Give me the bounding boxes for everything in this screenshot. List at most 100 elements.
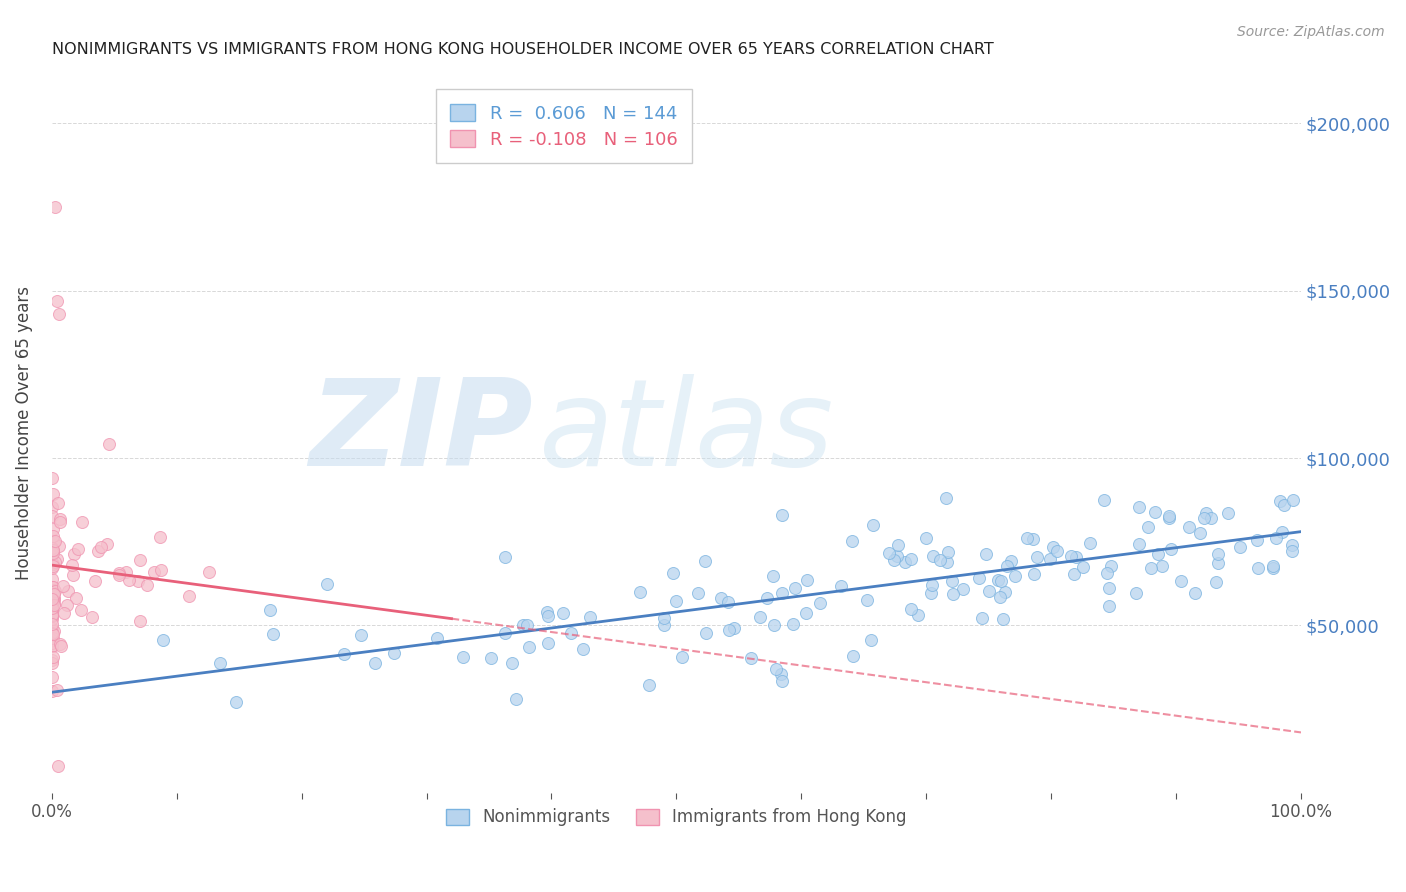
Point	[41, 588, 63, 602]
Point	[1206, 556, 1229, 570]
Point	[638, 678, 661, 692]
Point	[41, 595, 63, 609]
Point	[494, 550, 516, 565]
Point	[41, 572, 63, 586]
Point	[49, 512, 72, 526]
Point	[70, 515, 93, 529]
Point	[56, 584, 79, 599]
Point	[991, 611, 1014, 625]
Point	[551, 606, 574, 620]
Point	[1246, 533, 1268, 547]
Point	[1022, 567, 1045, 582]
Point	[693, 554, 716, 568]
Point	[41, 541, 63, 555]
Point	[41, 587, 63, 601]
Point	[936, 556, 959, 570]
Point	[41, 580, 63, 594]
Point	[501, 657, 523, 671]
Point	[783, 581, 806, 595]
Point	[1022, 532, 1045, 546]
Point	[1038, 552, 1060, 566]
Point	[900, 601, 922, 615]
Point	[364, 656, 387, 670]
Point	[1060, 549, 1083, 563]
Point	[42, 559, 65, 574]
Point	[537, 636, 560, 650]
Point	[921, 549, 943, 563]
Point	[49, 516, 72, 530]
Point	[118, 574, 141, 588]
Point	[41, 471, 63, 485]
Point	[1017, 531, 1039, 545]
Point	[1206, 548, 1229, 562]
Point	[45, 293, 67, 308]
Point	[44, 555, 66, 569]
Point	[87, 544, 110, 558]
Point	[41, 600, 63, 615]
Point	[1078, 536, 1101, 550]
Point	[1000, 554, 1022, 568]
Text: Source: ZipAtlas.com: Source: ZipAtlas.com	[1237, 25, 1385, 39]
Point	[179, 589, 201, 603]
Point	[451, 650, 474, 665]
Point	[41, 581, 63, 595]
Point	[42, 543, 65, 558]
Point	[654, 618, 676, 632]
Point	[41, 621, 63, 635]
Point	[208, 656, 231, 670]
Point	[990, 574, 1012, 588]
Point	[1264, 531, 1286, 545]
Point	[41, 636, 63, 650]
Point	[935, 491, 957, 505]
Point	[84, 574, 107, 589]
Point	[44, 584, 66, 599]
Point	[1097, 566, 1119, 581]
Point	[915, 531, 938, 545]
Point	[46, 552, 69, 566]
Point	[42, 626, 65, 640]
Point	[41, 670, 63, 684]
Point	[129, 552, 152, 566]
Point	[717, 595, 740, 609]
Point	[877, 546, 900, 560]
Point	[974, 548, 997, 562]
Point	[41, 612, 63, 626]
Point	[1192, 511, 1215, 525]
Point	[41, 508, 63, 523]
Point	[333, 647, 356, 661]
Point	[1128, 537, 1150, 551]
Point	[907, 608, 929, 623]
Point	[749, 609, 772, 624]
Point	[63, 548, 86, 562]
Point	[1170, 574, 1192, 589]
Point	[1144, 505, 1167, 519]
Point	[952, 582, 974, 596]
Point	[987, 573, 1010, 587]
Legend: Nonimmigrants, Immigrants from Hong Kong: Nonimmigrants, Immigrants from Hong Kong	[437, 800, 915, 835]
Point	[41, 529, 63, 543]
Point	[142, 565, 165, 579]
Point	[41, 607, 63, 622]
Point	[1092, 493, 1115, 508]
Point	[41, 640, 63, 654]
Point	[49, 640, 72, 654]
Point	[41, 609, 63, 624]
Point	[883, 553, 905, 567]
Point	[671, 650, 693, 665]
Point	[1177, 520, 1199, 534]
Point	[42, 597, 65, 611]
Point	[1205, 575, 1227, 590]
Point	[41, 604, 63, 618]
Point	[42, 535, 65, 549]
Point	[41, 617, 63, 632]
Point	[572, 641, 595, 656]
Point	[60, 558, 83, 572]
Point	[90, 541, 112, 555]
Point	[662, 566, 685, 581]
Point	[665, 594, 688, 608]
Point	[44, 583, 66, 598]
Point	[41, 543, 63, 558]
Point	[44, 624, 66, 638]
Point	[1216, 506, 1239, 520]
Point	[70, 602, 93, 616]
